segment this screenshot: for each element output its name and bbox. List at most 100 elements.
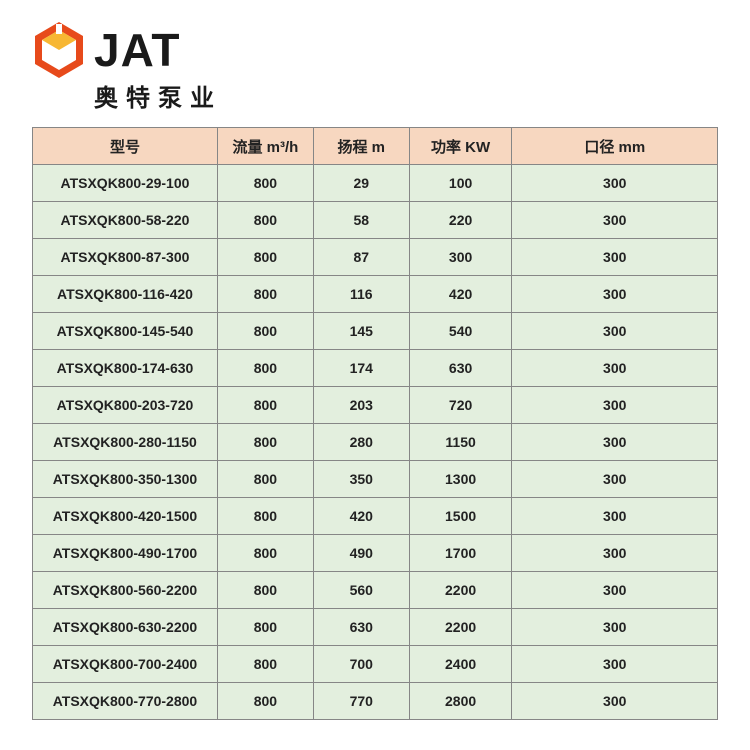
table-cell: ATSXQK800-700-2400: [33, 646, 218, 683]
table-cell: 800: [217, 239, 313, 276]
table-cell: ATSXQK800-58-220: [33, 202, 218, 239]
table-cell: 145: [313, 313, 409, 350]
col-header-dia: 口径 mm: [512, 128, 718, 165]
brand-logo-subtitle: 奥特泵业: [94, 78, 718, 113]
table-cell: 300: [512, 535, 718, 572]
table-cell: 800: [217, 202, 313, 239]
table-cell: 2400: [409, 646, 512, 683]
table-row: ATSXQK800-350-13008003501300300: [33, 461, 718, 498]
table-row: ATSXQK800-490-17008004901700300: [33, 535, 718, 572]
table-cell: 2200: [409, 572, 512, 609]
table-cell: 800: [217, 683, 313, 720]
table-cell: 300: [512, 350, 718, 387]
table-cell: 300: [409, 239, 512, 276]
table-cell: ATSXQK800-560-2200: [33, 572, 218, 609]
table-cell: 2800: [409, 683, 512, 720]
table-cell: 800: [217, 313, 313, 350]
table-cell: 203: [313, 387, 409, 424]
col-header-flow: 流量 m³/h: [217, 128, 313, 165]
table-cell: 700: [313, 646, 409, 683]
table-row: ATSXQK800-280-11508002801150300: [33, 424, 718, 461]
table-cell: 300: [512, 313, 718, 350]
table-row: ATSXQK800-560-22008005602200300: [33, 572, 718, 609]
table-cell: 800: [217, 572, 313, 609]
table-cell: 1700: [409, 535, 512, 572]
table-cell: 300: [512, 609, 718, 646]
table-cell: 300: [512, 572, 718, 609]
table-cell: 420: [313, 498, 409, 535]
table-cell: 630: [313, 609, 409, 646]
table-cell: ATSXQK800-116-420: [33, 276, 218, 313]
table-cell: 1500: [409, 498, 512, 535]
table-cell: 350: [313, 461, 409, 498]
table-cell: 800: [217, 461, 313, 498]
table-cell: 300: [512, 276, 718, 313]
table-cell: 58: [313, 202, 409, 239]
table-cell: 300: [512, 683, 718, 720]
table-row: ATSXQK800-420-15008004201500300: [33, 498, 718, 535]
table-row: ATSXQK800-116-420800116420300: [33, 276, 718, 313]
table-cell: 420: [409, 276, 512, 313]
table-cell: 220: [409, 202, 512, 239]
table-cell: 800: [217, 387, 313, 424]
brand-logo-icon: [32, 20, 86, 80]
table-cell: 116: [313, 276, 409, 313]
table-cell: 770: [313, 683, 409, 720]
table-cell: 560: [313, 572, 409, 609]
brand-logo-text: JAT: [94, 27, 181, 73]
table-cell: 720: [409, 387, 512, 424]
table-cell: 29: [313, 165, 409, 202]
table-cell: ATSXQK800-29-100: [33, 165, 218, 202]
table-header-row: 型号 流量 m³/h 扬程 m 功率 KW 口径 mm: [33, 128, 718, 165]
table-cell: 800: [217, 165, 313, 202]
table-row: ATSXQK800-770-28008007702800300: [33, 683, 718, 720]
table-cell: 800: [217, 646, 313, 683]
table-cell: 300: [512, 239, 718, 276]
col-header-model: 型号: [33, 128, 218, 165]
table-cell: 87: [313, 239, 409, 276]
table-cell: 300: [512, 424, 718, 461]
table-cell: 300: [512, 498, 718, 535]
table-cell: 800: [217, 276, 313, 313]
table-cell: 800: [217, 498, 313, 535]
table-cell: 280: [313, 424, 409, 461]
table-cell: 630: [409, 350, 512, 387]
table-row: ATSXQK800-630-22008006302200300: [33, 609, 718, 646]
col-header-power: 功率 KW: [409, 128, 512, 165]
table-cell: 300: [512, 202, 718, 239]
brand-logo-row: JAT: [32, 20, 718, 80]
table-cell: ATSXQK800-630-2200: [33, 609, 218, 646]
table-cell: ATSXQK800-203-720: [33, 387, 218, 424]
table-cell: 300: [512, 387, 718, 424]
table-row: ATSXQK800-203-720800203720300: [33, 387, 718, 424]
table-cell: 800: [217, 424, 313, 461]
table-row: ATSXQK800-700-24008007002400300: [33, 646, 718, 683]
table-cell: 300: [512, 461, 718, 498]
table-cell: 1150: [409, 424, 512, 461]
table-cell: 540: [409, 313, 512, 350]
table-cell: 1300: [409, 461, 512, 498]
spec-table: 型号 流量 m³/h 扬程 m 功率 KW 口径 mm ATSXQK800-29…: [32, 127, 718, 720]
table-cell: ATSXQK800-145-540: [33, 313, 218, 350]
table-cell: 800: [217, 350, 313, 387]
table-row: ATSXQK800-29-10080029100300: [33, 165, 718, 202]
table-cell: ATSXQK800-350-1300: [33, 461, 218, 498]
table-cell: ATSXQK800-174-630: [33, 350, 218, 387]
table-cell: ATSXQK800-87-300: [33, 239, 218, 276]
table-cell: 174: [313, 350, 409, 387]
table-row: ATSXQK800-174-630800174630300: [33, 350, 718, 387]
table-cell: 800: [217, 609, 313, 646]
table-cell: 100: [409, 165, 512, 202]
table-cell: 300: [512, 165, 718, 202]
table-cell: 300: [512, 646, 718, 683]
table-cell: ATSXQK800-420-1500: [33, 498, 218, 535]
table-cell: 2200: [409, 609, 512, 646]
table-cell: ATSXQK800-490-1700: [33, 535, 218, 572]
table-cell: 490: [313, 535, 409, 572]
table-row: ATSXQK800-58-22080058220300: [33, 202, 718, 239]
table-cell: ATSXQK800-770-2800: [33, 683, 218, 720]
table-cell: ATSXQK800-280-1150: [33, 424, 218, 461]
table-row: ATSXQK800-145-540800145540300: [33, 313, 718, 350]
table-cell: 800: [217, 535, 313, 572]
col-header-head: 扬程 m: [313, 128, 409, 165]
